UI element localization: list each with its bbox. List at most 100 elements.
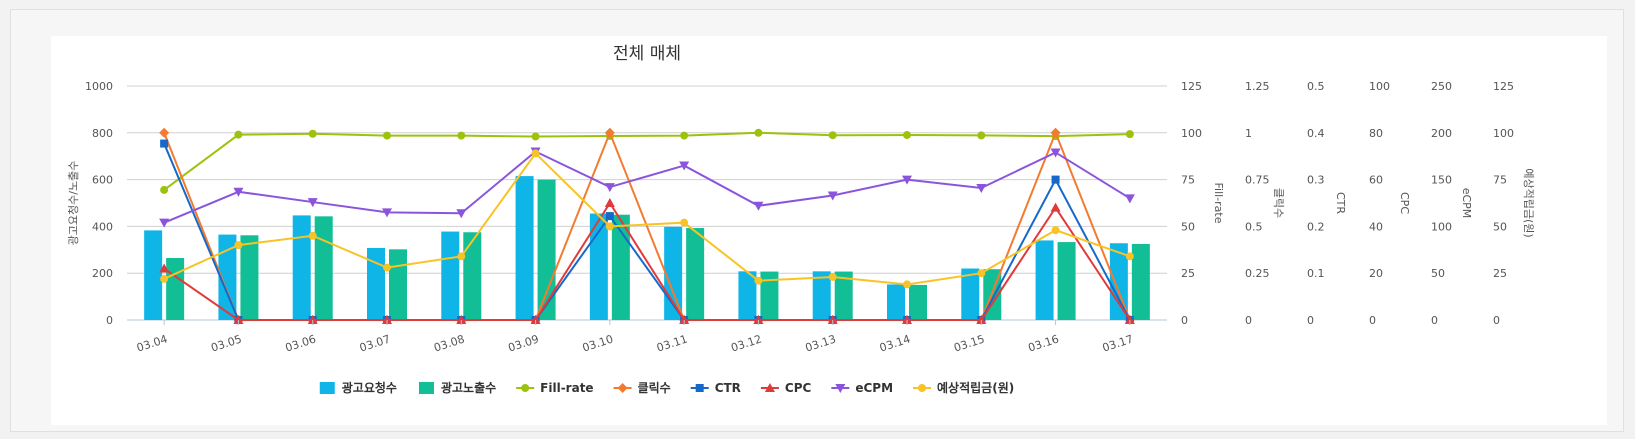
right-tick-label-click: 0.75 <box>1245 174 1270 187</box>
legend-label: eCPM <box>855 381 893 395</box>
point-cpc <box>233 315 244 324</box>
bar-impressions <box>611 214 630 320</box>
legend-swatch <box>319 382 335 394</box>
right-tick-label-click: 0.25 <box>1245 267 1270 280</box>
point-rev <box>1125 252 1134 261</box>
point-ecpm <box>827 191 838 201</box>
point-fill <box>903 131 911 140</box>
bar-requests <box>441 231 460 320</box>
point-cpc <box>456 315 467 324</box>
series-line-cpc <box>163 201 1131 321</box>
left-tick-label: 800 <box>92 127 113 140</box>
right-tick-label-rev: 25 <box>1493 267 1507 280</box>
right-tick-label-click: 0 <box>1245 314 1252 327</box>
right-tick-label-ecpm: 0 <box>1431 314 1438 327</box>
bar-series <box>144 176 1150 320</box>
right-tick-label-fill: 75 <box>1181 174 1195 187</box>
bar-requests <box>589 213 608 320</box>
point-cpc <box>530 315 541 324</box>
x-tick-label: 03.12 <box>729 332 763 354</box>
point-ecpm <box>382 208 392 218</box>
bar-impressions <box>1057 242 1076 320</box>
bar-requests <box>1035 240 1054 320</box>
point-click <box>1050 127 1061 138</box>
point-cpc <box>1124 315 1135 324</box>
point-click <box>159 127 170 138</box>
point-ecpm <box>307 198 318 208</box>
bar-requests <box>144 230 163 320</box>
legend-label: 광고요청수 <box>342 380 397 395</box>
legend-swatch-marker <box>695 384 704 392</box>
right-tick-label-rev: 75 <box>1493 174 1507 187</box>
right-tick-label-cpc: 80 <box>1369 127 1383 140</box>
x-tick-label: 03.14 <box>878 332 912 354</box>
point-fill <box>383 131 391 140</box>
point-rev <box>308 231 317 240</box>
right-tick-label-cpc: 20 <box>1369 267 1383 280</box>
point-rev <box>1051 226 1060 235</box>
bar-requests <box>515 176 534 320</box>
x-axis: 03.04 03.05 03.06 03.07 03.08 03.09 03.10 03.11… <box>135 320 1135 355</box>
bar-impressions <box>1131 243 1150 320</box>
legend-item[interactable]: 광고노출수 <box>418 380 496 395</box>
bar-requests <box>738 271 757 320</box>
right-tick-label-ecpm: 150 <box>1431 174 1452 187</box>
bar-requests <box>812 271 831 320</box>
right-tick-label-rev: 100 <box>1493 127 1514 140</box>
legend-swatch-marker <box>521 384 530 392</box>
point-cpc <box>604 198 615 207</box>
right-axis-label-ctr: CTR <box>1334 192 1347 214</box>
point-fill <box>828 131 837 140</box>
x-tick-label: 03.04 <box>135 332 169 354</box>
point-fill <box>160 185 169 194</box>
x-tick-label: 03.16 <box>1027 332 1061 354</box>
point-ecpm <box>679 161 690 171</box>
point-ecpm <box>902 175 912 185</box>
right-tick-label-rev: 0 <box>1493 314 1500 327</box>
right-tick-label-fill: 100 <box>1181 127 1202 140</box>
legend-item[interactable]: 클릭수 <box>613 381 671 395</box>
left-tick-label: 1000 <box>85 80 113 93</box>
point-rev <box>977 269 986 278</box>
bar-impressions <box>760 271 779 320</box>
right-tick-label-fill: 25 <box>1181 267 1195 280</box>
left-axis-label: 광고요청수/노출수 <box>67 161 80 246</box>
right-axis-label-ecpm: eCPM <box>1460 188 1473 219</box>
right-tick-label-ctr: 0.1 <box>1307 267 1325 280</box>
bar-impressions <box>389 249 407 320</box>
legend-swatch-marker <box>918 384 927 392</box>
right-tick-label-cpc: 60 <box>1369 174 1383 187</box>
left-tick-label: 0 <box>106 314 113 327</box>
point-ecpm <box>753 201 764 211</box>
point-click <box>604 127 615 138</box>
bar-impressions <box>240 235 259 320</box>
point-ecpm <box>976 184 987 194</box>
right-tick-label-fill: 50 <box>1181 220 1195 233</box>
line-series-cpc <box>159 198 1135 324</box>
legend[interactable]: 광고요청수 광고노출수 Fill-rate 클릭수 CTR CPC eCPM 예상적립금(원) <box>319 380 1014 395</box>
right-tick-label-ctr: 0.2 <box>1307 220 1325 233</box>
point-ecpm <box>604 183 615 193</box>
x-tick-label: 03.07 <box>358 332 392 354</box>
point-ctr <box>1051 175 1060 184</box>
point-cpc <box>827 315 838 324</box>
legend-item[interactable]: 광고요청수 <box>319 380 397 395</box>
right-tick-label-cpc: 0 <box>1369 314 1376 327</box>
legend-item[interactable]: Fill-rate <box>516 381 594 395</box>
legend-item[interactable]: eCPM <box>831 381 893 395</box>
point-rev <box>383 263 391 272</box>
legend-item[interactable]: CTR <box>690 381 741 395</box>
legend-swatch-marker <box>764 383 775 392</box>
legend-item[interactable]: 예상적립금(원) <box>913 380 1014 395</box>
right-axis-label-cpc: CPC <box>1398 192 1411 214</box>
series-line-rev <box>163 151 1131 286</box>
legend-label: 예상적립금(원) <box>937 380 1014 395</box>
left-tick-label: 200 <box>92 267 113 280</box>
point-fill <box>234 130 243 139</box>
bar-impressions <box>463 232 482 320</box>
right-tick-label-ecpm: 200 <box>1431 127 1452 140</box>
right-tick-label-fill: 125 <box>1181 80 1202 93</box>
point-fill <box>1125 130 1134 139</box>
legend-item[interactable]: CPC <box>760 381 812 395</box>
right-axes: 0 25 50 75 100 125 Fill-rate 0 0.25 0.5 0.75 1 1.25 클… <box>1181 80 1535 327</box>
